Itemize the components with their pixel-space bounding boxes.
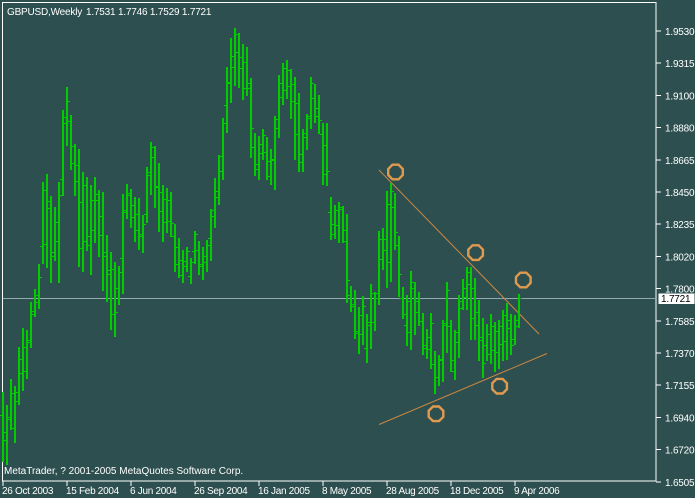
- svg-text:1.8235: 1.8235: [665, 220, 695, 231]
- svg-text:1.8665: 1.8665: [665, 156, 695, 167]
- svg-text:1.9100: 1.9100: [665, 91, 695, 102]
- svg-text:16 Jan 2005: 16 Jan 2005: [258, 486, 310, 497]
- svg-text:MetaTrader, ? 2001-2005 MetaQu: MetaTrader, ? 2001-2005 MetaQuotes Softw…: [4, 466, 243, 477]
- svg-text:1.7721: 1.7721: [661, 294, 691, 305]
- svg-text:1.8020: 1.8020: [665, 252, 695, 263]
- svg-text:1.9530: 1.9530: [665, 27, 695, 38]
- svg-text:1.6720: 1.6720: [665, 446, 695, 457]
- svg-text:1.7585: 1.7585: [665, 317, 695, 328]
- svg-text:1.7531 1.7746 1.7529 1.7721: 1.7531 1.7746 1.7529 1.7721: [86, 7, 212, 18]
- svg-text:1.8880: 1.8880: [665, 124, 695, 135]
- svg-text:26 Oct 2003: 26 Oct 2003: [2, 486, 54, 497]
- svg-text:1.6505: 1.6505: [665, 478, 695, 489]
- svg-text:15 Feb 2004: 15 Feb 2004: [66, 486, 120, 497]
- svg-text:GBPUSD,Weekly: GBPUSD,Weekly: [7, 7, 82, 18]
- svg-text:1.7155: 1.7155: [665, 381, 695, 392]
- svg-text:1.7800: 1.7800: [665, 285, 695, 296]
- svg-text:26 Sep 2004: 26 Sep 2004: [194, 486, 248, 497]
- svg-text:1.9315: 1.9315: [665, 59, 695, 70]
- svg-text:6 Jun 2004: 6 Jun 2004: [130, 486, 177, 497]
- svg-text:18 Dec 2005: 18 Dec 2005: [450, 486, 504, 497]
- svg-text:8 May 2005: 8 May 2005: [322, 486, 372, 497]
- svg-text:1.8450: 1.8450: [665, 188, 695, 199]
- svg-text:9 Apr 2006: 9 Apr 2006: [514, 486, 560, 497]
- svg-text:1.7370: 1.7370: [665, 349, 695, 360]
- svg-text:1.6940: 1.6940: [665, 413, 695, 424]
- svg-text:28 Aug 2005: 28 Aug 2005: [386, 486, 440, 497]
